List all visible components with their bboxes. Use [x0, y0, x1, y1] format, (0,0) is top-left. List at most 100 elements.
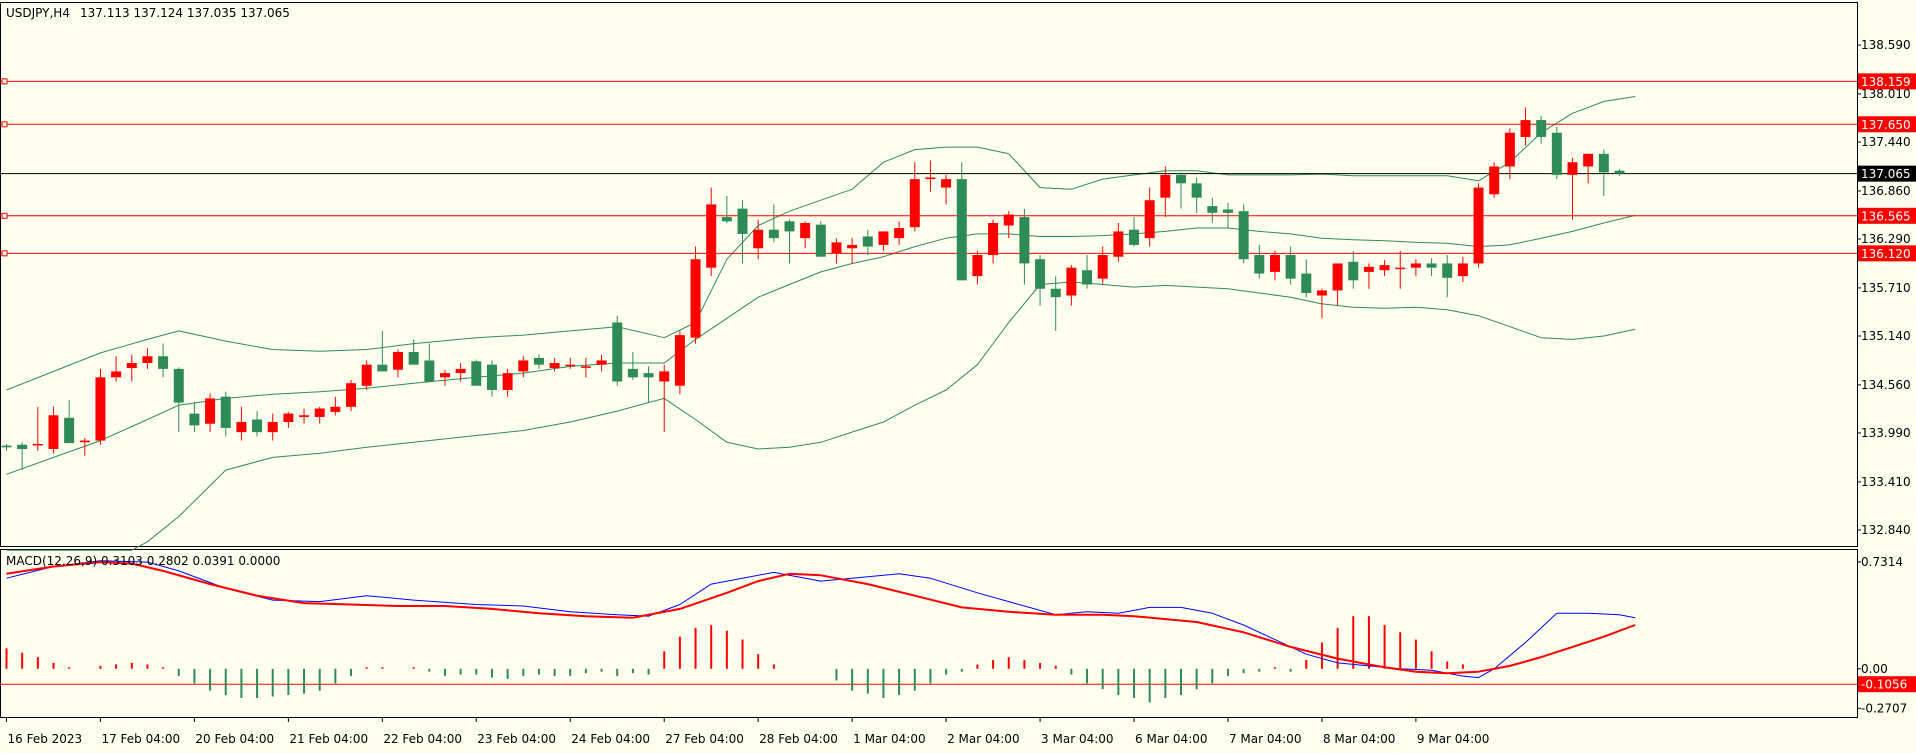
bollinger-middle-line	[6, 214, 1636, 475]
candle-body	[1363, 266, 1374, 272]
level-price-tag	[1858, 73, 1916, 90]
candle-body	[1129, 229, 1140, 245]
price-tick-label: 135.140	[1861, 329, 1911, 343]
candle-body	[1019, 217, 1030, 264]
price-tick-label: 134.560	[1861, 378, 1911, 392]
candle-body	[1598, 153, 1609, 173]
level-anchor	[1, 212, 8, 219]
candle-body	[800, 222, 811, 239]
candle-body	[1348, 261, 1359, 281]
candle-body	[1066, 267, 1077, 296]
candle-body	[252, 419, 263, 433]
candle-body	[1238, 211, 1249, 260]
time-tick-label: 8 Mar 04:00	[1323, 732, 1396, 746]
candle-body	[533, 357, 544, 365]
candle-body	[377, 364, 388, 372]
macd-level-tag	[1858, 676, 1916, 693]
bollinger-lower-line	[6, 281, 1636, 551]
time-tick-label: 6 Mar 04:00	[1135, 732, 1208, 746]
current-price-tag	[1858, 165, 1916, 182]
candle-body	[424, 360, 435, 382]
candle-body	[1050, 288, 1061, 298]
candle-body	[627, 368, 638, 378]
candle-body	[455, 368, 466, 374]
current-price-label: 137.065	[1861, 167, 1911, 181]
chart-symbol-timeframe: USDJPY,H4	[6, 6, 70, 20]
time-tick-label: 28 Feb 04:00	[759, 732, 838, 746]
candle-body	[1191, 183, 1202, 198]
candle-body	[1254, 255, 1265, 274]
time-tick-label: 1 Mar 04:00	[853, 732, 926, 746]
price-tick-label: 138.010	[1861, 87, 1911, 101]
candle-body	[1160, 174, 1171, 198]
time-tick-label: 9 Mar 04:00	[1417, 732, 1490, 746]
price-tick-label: 136.290	[1861, 232, 1911, 246]
candle-body	[314, 408, 325, 417]
level-price-label: 137.650	[1861, 118, 1911, 132]
candle-body	[1457, 263, 1468, 277]
candle-body	[1410, 263, 1421, 268]
candle-body	[847, 244, 858, 249]
candle-body	[1082, 270, 1093, 285]
candle-body	[768, 229, 779, 239]
candle-body	[549, 362, 560, 369]
level-price-tag	[1858, 245, 1916, 262]
candle-body	[1536, 120, 1547, 137]
level-anchor	[1, 121, 8, 128]
macd-indicator-label: MACD(12,26,9) 0.3103 0.2802 0.0391 0.000…	[6, 554, 280, 568]
candle-body	[346, 383, 357, 407]
candle-body	[706, 204, 717, 268]
candle-body	[236, 422, 247, 433]
time-tick-label: 3 Mar 04:00	[1041, 732, 1114, 746]
candle-body	[831, 242, 842, 254]
candle-body	[612, 322, 623, 382]
candle-body	[1035, 259, 1046, 289]
price-tick-label: 137.440	[1861, 135, 1911, 149]
candle-body	[486, 364, 497, 390]
price-tick-label: 138.590	[1861, 38, 1911, 52]
time-tick-label: 24 Feb 04:00	[571, 732, 650, 746]
candle-body	[1489, 166, 1500, 195]
candle-body	[894, 228, 905, 239]
macd-signal-line	[6, 561, 1636, 675]
candle-body	[659, 371, 670, 382]
candle-body	[878, 231, 889, 245]
candle-body	[64, 417, 75, 444]
price-tick-label: 133.990	[1861, 426, 1911, 440]
price-tick-label: 133.410	[1861, 475, 1911, 489]
time-tick-label: 7 Mar 04:00	[1229, 732, 1302, 746]
candle-body	[1, 445, 12, 448]
candle-body	[1144, 200, 1155, 239]
candle-body	[580, 366, 591, 368]
candle-body	[1003, 214, 1014, 226]
candle-body	[1504, 132, 1515, 167]
candle-body	[220, 396, 231, 428]
candle-body	[393, 352, 403, 370]
macd-level-label: -0.1056	[1861, 678, 1907, 692]
candle-body	[126, 362, 137, 369]
level-price-tag	[1858, 116, 1916, 133]
candle-body	[283, 413, 294, 423]
candle-body	[643, 373, 654, 378]
candle-body	[596, 360, 607, 365]
level-anchor	[1, 250, 8, 257]
candle-body	[142, 356, 153, 363]
candle-body	[737, 208, 748, 234]
candle-body	[690, 259, 701, 338]
candle-body	[1473, 187, 1484, 264]
candle-body	[189, 413, 200, 426]
price-tick-label: 136.860	[1861, 184, 1911, 198]
level-anchor	[1, 78, 8, 85]
candle-body	[925, 177, 936, 180]
candle-body	[784, 221, 795, 232]
candle-body	[48, 415, 59, 450]
candle-body	[1301, 273, 1312, 293]
candle-body	[721, 217, 732, 222]
candle-body	[862, 236, 873, 247]
candle-body	[1316, 290, 1327, 296]
time-tick-label: 27 Feb 04:00	[665, 732, 744, 746]
candle-body	[1442, 263, 1453, 278]
candle-body	[471, 361, 482, 386]
